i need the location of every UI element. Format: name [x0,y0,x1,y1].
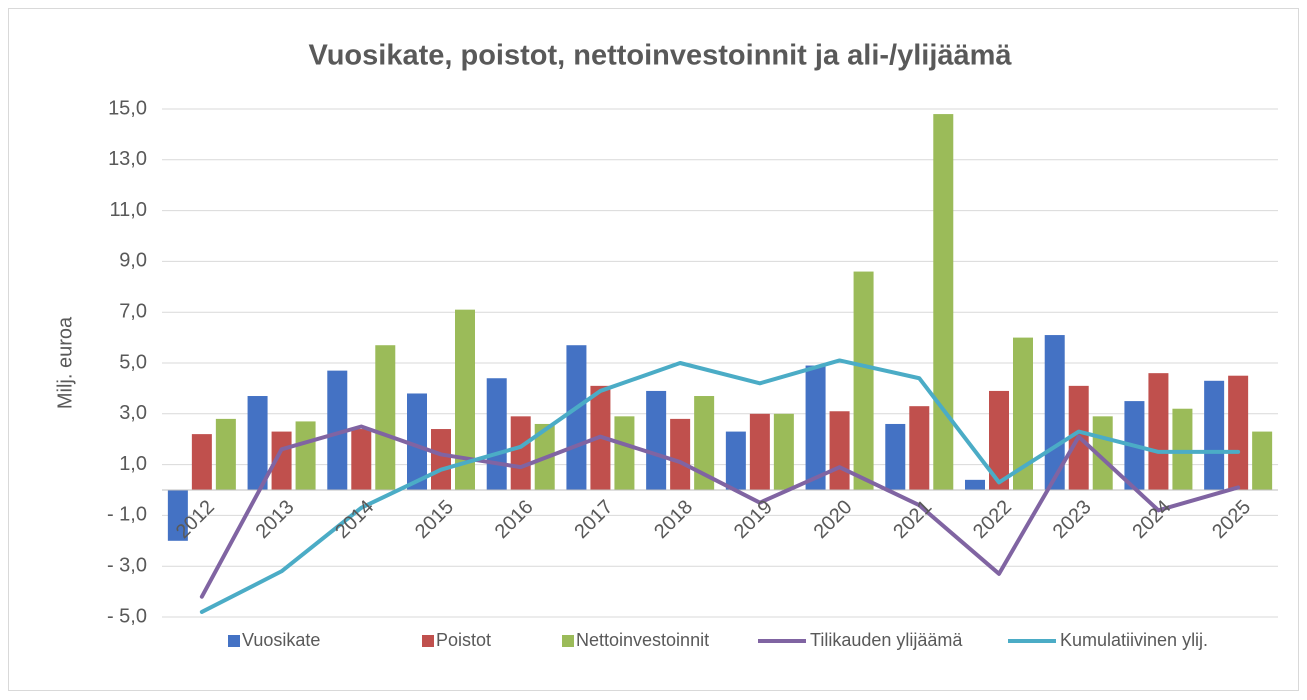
bar [614,416,635,490]
bar [407,393,427,490]
y-tick-label: 13,0 [108,148,147,170]
bar [375,345,396,490]
bar [1172,408,1193,490]
bar [455,309,475,490]
bar [295,421,316,490]
bar [829,411,850,490]
legend-label: Vuosikate [242,630,320,650]
bar [566,345,587,490]
bar [1013,337,1033,490]
bar [215,418,236,490]
y-tick-label: 7,0 [119,300,147,322]
legend-swatch [562,635,574,647]
bar [191,434,212,490]
bar [965,479,985,490]
y-tick-label: 3,0 [119,402,147,424]
bar [646,390,667,490]
bar [431,429,451,490]
y-tick-label: - 1,0 [107,504,147,526]
bar [749,413,770,490]
bar [1252,431,1273,490]
bar [510,416,531,490]
y-tick-label: 1,0 [119,453,147,475]
y-axis-label: Milj. euroa [54,316,76,409]
y-tick-label: 11,0 [110,199,147,221]
bar [1148,373,1169,490]
y-tick-label: - 5,0 [107,605,147,627]
y-tick-label: - 3,0 [107,554,147,576]
y-tick-label: 9,0 [119,250,147,272]
legend-label: Kumulatiivinen ylij. [1060,630,1208,650]
bar [909,406,930,490]
legend-swatch [228,635,240,647]
bar [486,378,507,490]
bar [670,418,691,490]
legend-label: Nettoinvestoinnit [576,630,709,650]
bar [247,396,268,490]
chart-border [8,8,1299,691]
bar [725,431,746,490]
legend-swatch [422,635,434,647]
line-series [199,424,1241,599]
bar [805,365,826,490]
bar [989,390,1009,490]
bar [933,114,954,490]
bar [1204,380,1225,490]
bar [351,429,372,490]
y-tick-label: 15,0 [108,97,147,119]
bar [694,396,715,490]
line-series [199,358,1241,614]
legend-label: Tilikauden ylijäämä [810,630,963,650]
chart-title: Vuosikate, poistot, nettoinvestoinnit ja… [308,40,1012,72]
bar [167,490,188,541]
bar [327,370,348,490]
bar [853,271,874,490]
y-tick-label: 5,0 [119,351,147,373]
bar [1228,375,1249,490]
bar [885,423,906,490]
legend-label: Poistot [436,630,491,650]
bar [773,413,794,490]
